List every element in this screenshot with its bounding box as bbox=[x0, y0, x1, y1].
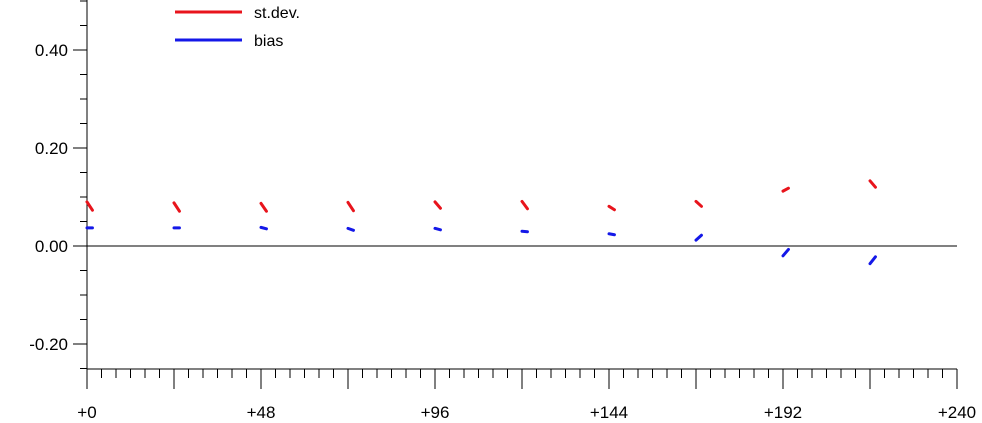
stdev-segment bbox=[868, 179, 877, 189]
bias-segment bbox=[259, 225, 268, 231]
bias-segment bbox=[781, 247, 790, 258]
y-tick-label: 0.40 bbox=[35, 41, 68, 60]
stdev-segment bbox=[781, 186, 790, 193]
axes-layer: -0.20 0.00 0.20 0.40 +0 +48 +96 +144 +192 +240 bbox=[29, 0, 976, 422]
stdev-segment bbox=[607, 204, 616, 212]
stdev-segment bbox=[520, 199, 529, 211]
x-tick-label: +48 bbox=[247, 403, 276, 422]
x-tick-label: +96 bbox=[421, 403, 450, 422]
stdev-segment bbox=[259, 201, 268, 213]
legend-label-stdev: st.dev. bbox=[254, 5, 300, 22]
legend-label-bias: bias bbox=[254, 33, 283, 50]
legend: st.dev. bias bbox=[175, 5, 300, 50]
series-layer bbox=[85, 179, 877, 266]
stdev-segment bbox=[85, 200, 94, 212]
stdev-segment bbox=[433, 200, 442, 210]
stdev-segment bbox=[694, 199, 703, 208]
bias-segment bbox=[433, 226, 442, 232]
x-tick-label: +144 bbox=[590, 403, 628, 422]
x-tick-label: +0 bbox=[77, 403, 96, 422]
stdev-segment bbox=[172, 201, 181, 213]
stdev-segment bbox=[346, 200, 355, 213]
x-tick-label: +240 bbox=[938, 403, 976, 422]
bias-segment bbox=[607, 232, 616, 237]
x-tick-label: +192 bbox=[764, 403, 802, 422]
bias-segment bbox=[868, 255, 877, 266]
y-tick-label: -0.20 bbox=[29, 335, 68, 354]
bias-segment bbox=[346, 226, 355, 232]
y-tick-label: 0.00 bbox=[35, 237, 68, 256]
bias-segment bbox=[694, 233, 703, 242]
y-tick-label: 0.20 bbox=[35, 139, 68, 158]
